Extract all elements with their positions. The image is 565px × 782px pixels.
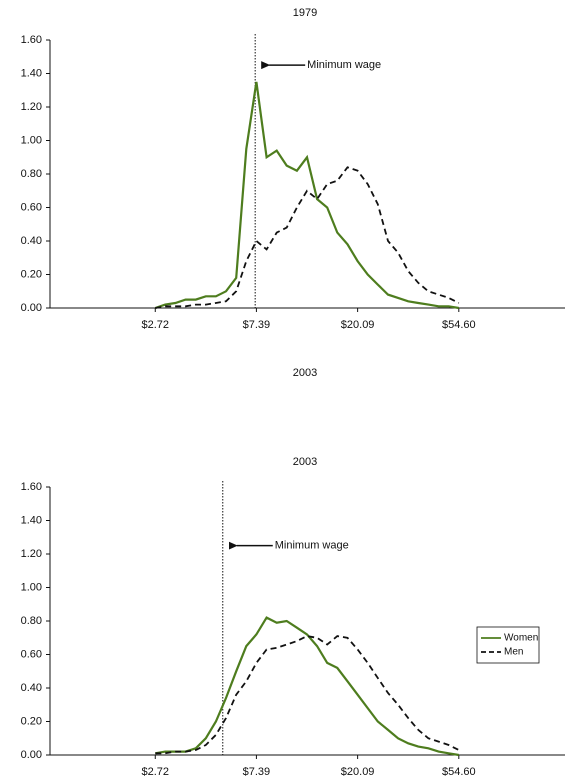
y-tick-label: 1.60 [21, 481, 42, 493]
caption: 2003 [293, 367, 317, 379]
x-tick-label: $2.72 [141, 766, 169, 778]
series-line [155, 616, 459, 757]
y-tick-label: 0.20 [21, 268, 42, 280]
legend-box [476, 626, 540, 664]
series-line [155, 635, 460, 755]
legend-label: Men [504, 647, 523, 658]
y-tick-label: 0.60 [21, 648, 42, 660]
y-tick-label: 0.00 [21, 749, 42, 761]
chart-title: 1979 [293, 7, 317, 19]
x-tick-label: $20.09 [341, 766, 375, 778]
y-tick-label: 0.00 [21, 302, 42, 314]
y-tick-label: 0.60 [21, 201, 42, 213]
chart-title: 2003 [293, 456, 317, 468]
series-line [155, 166, 460, 309]
x-tick-label: $2.72 [141, 319, 169, 331]
annotation-text: Minimum wage [275, 540, 349, 552]
y-tick-label: 0.80 [21, 168, 42, 180]
y-tick-label: 1.40 [21, 67, 42, 79]
y-tick-label: 0.20 [21, 715, 42, 727]
y-tick-label: 1.00 [21, 581, 42, 593]
x-tick-label: $54.60 [442, 766, 476, 778]
x-tick-label: $7.39 [243, 319, 271, 331]
y-tick-label: 0.40 [21, 235, 42, 247]
x-tick-label: $7.39 [243, 766, 271, 778]
y-tick-label: 1.00 [21, 134, 42, 146]
y-tick-label: 1.20 [21, 548, 42, 560]
x-tick-label: $54.60 [442, 319, 476, 331]
legend-label: Women [504, 633, 538, 644]
y-tick-label: 1.60 [21, 34, 42, 46]
y-tick-label: 1.20 [21, 101, 42, 113]
y-tick-label: 0.80 [21, 615, 42, 627]
y-tick-label: 0.40 [21, 682, 42, 694]
annotation-text: Minimum wage [307, 59, 381, 71]
y-tick-label: 1.40 [21, 514, 42, 526]
series-line [154, 81, 459, 310]
x-tick-label: $20.09 [341, 319, 375, 331]
